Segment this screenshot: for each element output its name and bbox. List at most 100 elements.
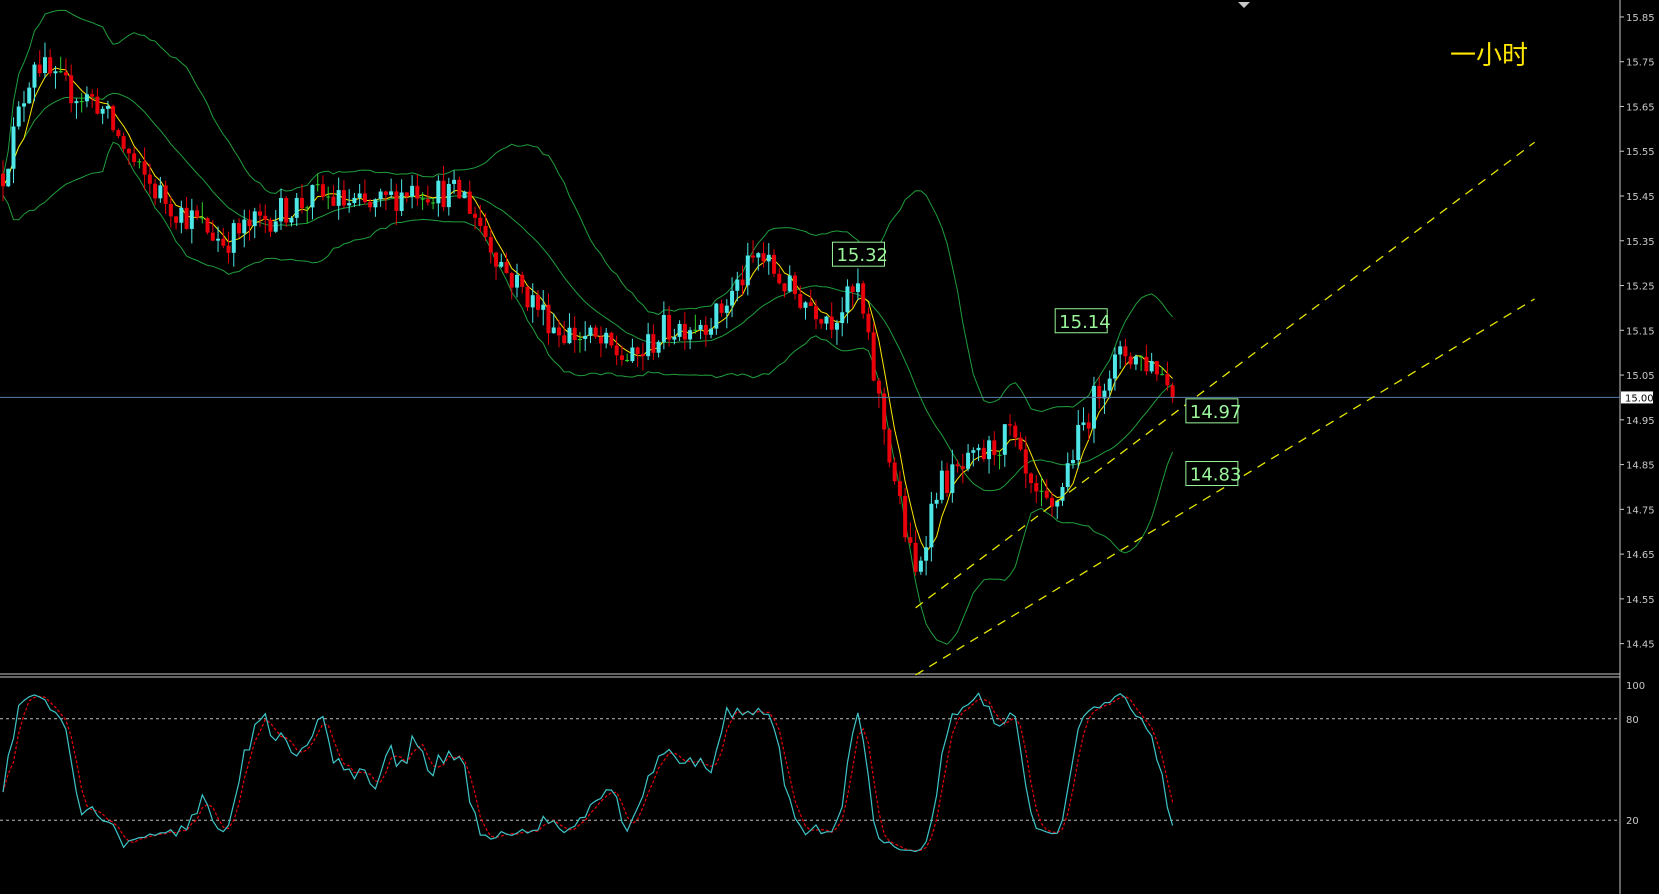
candle-body: [997, 454, 1002, 456]
candle-body: [635, 347, 640, 355]
candle-body: [42, 57, 47, 74]
candle-body: [845, 286, 850, 313]
candle-body: [6, 168, 11, 187]
candle-body: [745, 255, 750, 286]
y-tick-label: 15.15: [1626, 326, 1655, 337]
candle-body: [672, 336, 677, 340]
candle-body: [226, 245, 231, 253]
candle-body: [1065, 463, 1070, 488]
candle-body: [903, 495, 908, 538]
candle-body: [168, 203, 173, 217]
candle-body: [126, 148, 131, 154]
candle-body: [1, 173, 5, 187]
candle-body: [462, 191, 467, 199]
candle-body: [609, 332, 614, 346]
candle-body: [504, 261, 509, 274]
candle-body: [646, 334, 651, 357]
candle-body: [1086, 422, 1091, 429]
bollinger-lower: [2, 141, 1174, 645]
y-tick-label: 14.45: [1626, 640, 1655, 651]
candle-body: [394, 191, 399, 212]
candle-body: [981, 447, 986, 460]
candle-body: [163, 185, 168, 204]
candle-body: [1118, 346, 1123, 355]
candle-body: [630, 347, 635, 362]
candle-body: [850, 286, 855, 293]
candle-body: [515, 274, 520, 288]
candle-body: [373, 199, 378, 208]
candle-body: [478, 217, 483, 226]
candle-body: [882, 393, 887, 430]
candle-body: [604, 332, 609, 344]
candle-body: [336, 190, 341, 206]
candle-body: [32, 64, 37, 88]
y-tick-label: 15.45: [1626, 192, 1655, 203]
candle-body: [420, 198, 425, 200]
candle-body: [1102, 390, 1107, 399]
candle-body: [913, 542, 918, 572]
candle-body: [556, 327, 561, 336]
candle-body: [27, 87, 32, 104]
candle-body: [457, 179, 462, 199]
y-tick-label: 15.25: [1626, 282, 1655, 293]
candle-body: [541, 304, 546, 310]
candle-body: [1002, 424, 1007, 455]
candle-body: [305, 207, 310, 209]
candle-body: [861, 283, 866, 314]
channel-line: [915, 298, 1535, 676]
candle-body: [808, 302, 813, 307]
candle-body: [688, 330, 693, 340]
candle-body: [90, 94, 95, 97]
candle-body: [258, 211, 263, 216]
candle-body: [908, 537, 913, 543]
candle-body: [16, 106, 21, 127]
candle-body: [897, 481, 902, 496]
candle-body: [966, 452, 971, 469]
candle-body: [121, 136, 126, 149]
candle-body: [960, 466, 965, 469]
candle-body: [410, 185, 415, 197]
candle-body: [892, 462, 897, 482]
current-price-tag: [1621, 391, 1653, 404]
y-tick-label: 15.85: [1626, 13, 1655, 24]
candle-body: [116, 130, 121, 137]
candle-body: [1133, 356, 1138, 365]
candle-body: [1039, 490, 1044, 492]
y-tick-label: 15.05: [1626, 371, 1655, 382]
candle-body: [1139, 356, 1144, 358]
candle-body: [179, 207, 184, 223]
candle-body: [824, 316, 829, 324]
candle-body: [436, 180, 441, 204]
candle-body: [79, 101, 84, 103]
candle-body: [221, 238, 226, 246]
stoch-tick-label: 20: [1626, 816, 1639, 827]
channel-line: [915, 141, 1535, 609]
candle-body: [803, 302, 808, 308]
candle-body: [798, 293, 803, 308]
candle-body: [924, 547, 929, 561]
candle-body: [74, 101, 79, 104]
candle-body: [546, 304, 551, 334]
candle-body: [132, 153, 137, 163]
candle-body: [352, 197, 357, 204]
price-label: 15.14: [1059, 312, 1111, 333]
candle-body: [205, 218, 210, 233]
candle-body: [1112, 354, 1117, 379]
price-label: 14.83: [1190, 465, 1242, 486]
candle-body: [294, 197, 299, 218]
candle-body: [939, 470, 944, 500]
candle-body: [1008, 424, 1013, 426]
candle-body: [551, 327, 556, 334]
candle-body: [347, 203, 352, 206]
candle-body: [1170, 385, 1175, 398]
candle-body: [1055, 500, 1060, 507]
candle-body: [955, 464, 960, 467]
candle-body: [819, 319, 824, 324]
candle-body: [278, 198, 283, 222]
candle-body: [11, 126, 16, 169]
top-marker-icon: [1238, 2, 1250, 8]
candle-body: [1107, 378, 1112, 391]
candle-body: [95, 96, 100, 114]
candle-body: [787, 275, 792, 292]
candle-body: [1018, 437, 1023, 450]
